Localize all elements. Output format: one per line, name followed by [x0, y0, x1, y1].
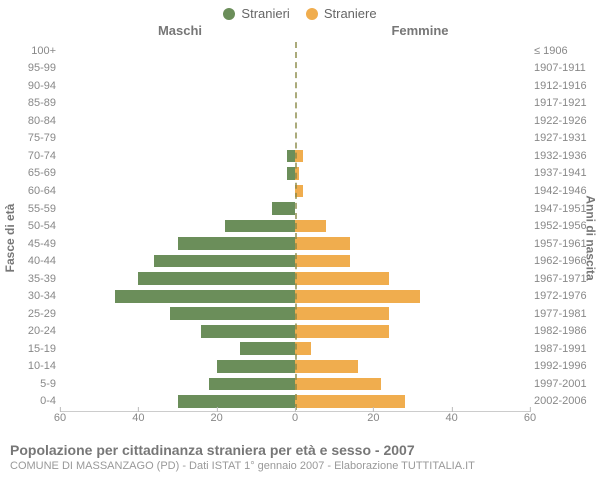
age-label: 15-19 — [4, 343, 56, 355]
age-label: 55-59 — [4, 203, 56, 215]
bar-female — [295, 342, 311, 355]
birth-year-label: 1922-1926 — [534, 115, 596, 127]
age-label: 20-24 — [4, 325, 56, 337]
bar-female — [295, 255, 350, 268]
bar-male — [217, 360, 295, 373]
birth-year-label: 1907-1911 — [534, 62, 596, 74]
age-label: 10-14 — [4, 360, 56, 372]
bar-male — [240, 342, 295, 355]
bar-male — [287, 150, 295, 163]
age-label: 80-84 — [4, 115, 56, 127]
birth-year-label: 1947-1951 — [534, 203, 596, 215]
bar-male — [178, 395, 296, 408]
birth-year-label: 1982-1986 — [534, 325, 596, 337]
bar-male — [272, 202, 296, 215]
bar-female — [295, 220, 326, 233]
x-tick: 60 — [524, 412, 536, 424]
bar-female — [295, 290, 420, 303]
bar-female — [295, 237, 350, 250]
legend-male-label: Stranieri — [241, 6, 289, 21]
birth-year-label: 1932-1936 — [534, 150, 596, 162]
bar-female — [295, 395, 405, 408]
legend-female-swatch — [306, 8, 318, 20]
legend: Stranieri Straniere — [0, 0, 600, 21]
birth-year-label: 1917-1921 — [534, 97, 596, 109]
age-label: 75-79 — [4, 132, 56, 144]
age-label: 0-4 — [4, 395, 56, 407]
x-tick: 40 — [446, 412, 458, 424]
bar-female — [295, 360, 358, 373]
bar-female — [295, 272, 389, 285]
birth-year-label: 1942-1946 — [534, 185, 596, 197]
plot-area: 100+≤ 190695-991907-191190-941912-191685… — [60, 42, 530, 410]
center-line — [295, 42, 297, 410]
column-headers: Maschi Femmine — [0, 23, 600, 38]
bar-male — [154, 255, 295, 268]
age-label: 60-64 — [4, 185, 56, 197]
age-label: 50-54 — [4, 220, 56, 232]
birth-year-label: 1957-1961 — [534, 238, 596, 250]
bar-male — [225, 220, 296, 233]
age-label: 35-39 — [4, 273, 56, 285]
chart-title: Popolazione per cittadinanza straniera p… — [10, 442, 590, 458]
birth-year-label: 1912-1916 — [534, 80, 596, 92]
birth-year-label: 1952-1956 — [534, 220, 596, 232]
age-label: 70-74 — [4, 150, 56, 162]
birth-year-label: 1937-1941 — [534, 167, 596, 179]
bar-male — [201, 325, 295, 338]
bar-male — [115, 290, 295, 303]
birth-year-label: 1927-1931 — [534, 132, 596, 144]
legend-male: Stranieri — [223, 6, 289, 21]
bar-female — [295, 378, 381, 391]
age-label: 30-34 — [4, 290, 56, 302]
age-label: 95-99 — [4, 62, 56, 74]
bar-male — [138, 272, 295, 285]
birth-year-label: 1992-1996 — [534, 360, 596, 372]
birth-year-label: 1972-1976 — [534, 290, 596, 302]
chart-subtitle: COMUNE DI MASSANZAGO (PD) - Dati ISTAT 1… — [10, 460, 590, 472]
bar-female — [295, 307, 389, 320]
birth-year-label: ≤ 1906 — [534, 45, 596, 57]
bar-male — [170, 307, 295, 320]
age-label: 5-9 — [4, 378, 56, 390]
x-axis: 6040200204060 — [60, 411, 530, 428]
pyramid-chart: Fasce di età Anni di nascita 100+≤ 19069… — [0, 38, 600, 438]
birth-year-label: 1977-1981 — [534, 308, 596, 320]
bar-female — [295, 325, 389, 338]
bar-male — [178, 237, 296, 250]
age-label: 100+ — [4, 45, 56, 57]
legend-female-label: Straniere — [324, 6, 377, 21]
x-tick: 0 — [292, 412, 298, 424]
age-label: 40-44 — [4, 255, 56, 267]
legend-female: Straniere — [306, 6, 377, 21]
age-label: 85-89 — [4, 97, 56, 109]
birth-year-label: 1967-1971 — [534, 273, 596, 285]
birth-year-label: 2002-2006 — [534, 395, 596, 407]
x-tick: 60 — [54, 412, 66, 424]
x-tick: 20 — [211, 412, 223, 424]
age-label: 25-29 — [4, 308, 56, 320]
birth-year-label: 1962-1966 — [534, 255, 596, 267]
header-male: Maschi — [0, 23, 300, 38]
legend-male-swatch — [223, 8, 235, 20]
age-label: 90-94 — [4, 80, 56, 92]
bar-male — [209, 378, 295, 391]
birth-year-label: 1987-1991 — [534, 343, 596, 355]
x-tick: 20 — [367, 412, 379, 424]
header-female: Femmine — [300, 23, 600, 38]
birth-year-label: 1997-2001 — [534, 378, 596, 390]
footer: Popolazione per cittadinanza straniera p… — [0, 438, 600, 472]
x-tick: 40 — [132, 412, 144, 424]
age-label: 45-49 — [4, 238, 56, 250]
bar-male — [287, 167, 295, 180]
age-label: 65-69 — [4, 167, 56, 179]
